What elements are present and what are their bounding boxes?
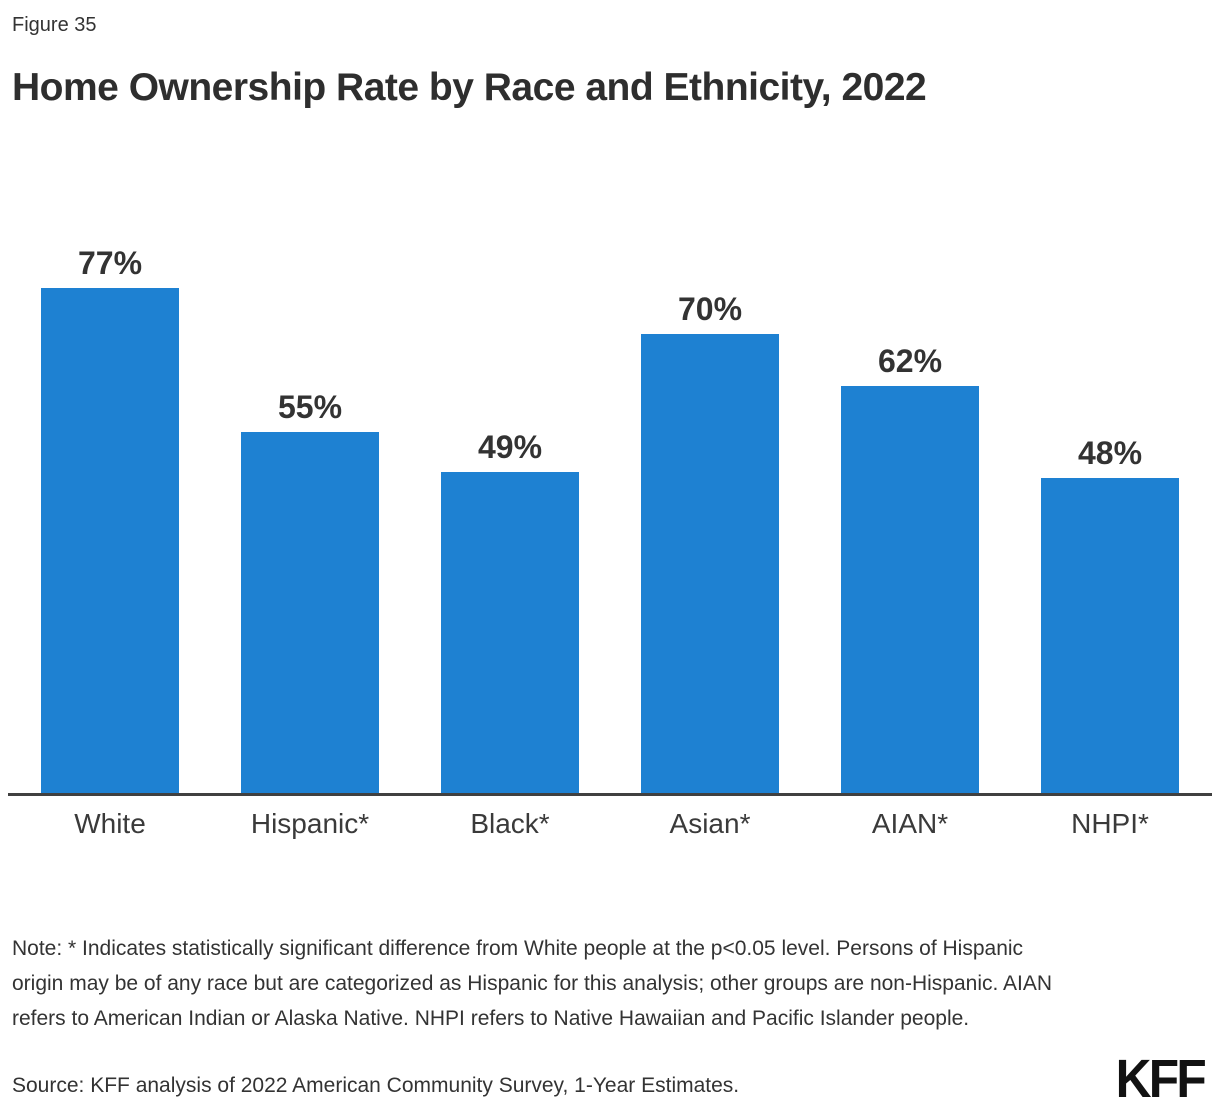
x-axis-label: Asian* [669,808,751,839]
bar-chart: 77% 55% 49% 70% 62% 48% [0,230,1220,793]
bar[interactable] [41,288,179,793]
bar[interactable] [1041,478,1179,793]
bar-column-hispanic: 55% [210,391,410,793]
bar-value-label: 49% [477,429,543,465]
x-axis-label: Hispanic* [250,808,370,839]
bar-value-label: 55% [277,389,343,425]
x-axis-label: NHPI* [1071,808,1149,839]
kff-logo: KFF [1115,1049,1207,1109]
bar-column-asian: 70% [610,293,810,793]
bar[interactable] [641,334,779,793]
bar-column-nhpi: 48% [1010,437,1210,793]
footnote-text: Note: * Indicates statistically signific… [12,937,1053,1030]
figure-number-label: Figure 35 [12,14,97,36]
bar[interactable] [441,472,579,793]
source-row: Source: KFF analysis of 2022 American Co… [12,1049,1207,1109]
bar-value-label: 62% [877,343,943,379]
x-axis-label: Black* [470,808,550,839]
x-axis-label: White [74,808,146,839]
x-axis-line [8,793,1212,796]
bar-column-white: 77% [10,247,210,793]
bar-value-label: 77% [77,245,143,281]
bar[interactable] [241,432,379,793]
bar-column-black: 49% [410,431,610,793]
bar-column-aian: 62% [810,345,1010,793]
chart-title: Home Ownership Rate by Race and Ethnicit… [12,66,927,109]
bar[interactable] [841,386,979,793]
bar-value-label: 48% [1077,435,1143,471]
x-axis-category-row: White Hispanic* Black* Asian* AIAN* NHPI* [0,808,1220,840]
source-text: Source: KFF analysis of 2022 American Co… [12,1074,740,1097]
x-axis-label: AIAN* [871,808,949,839]
bar-value-label: 70% [677,291,743,327]
